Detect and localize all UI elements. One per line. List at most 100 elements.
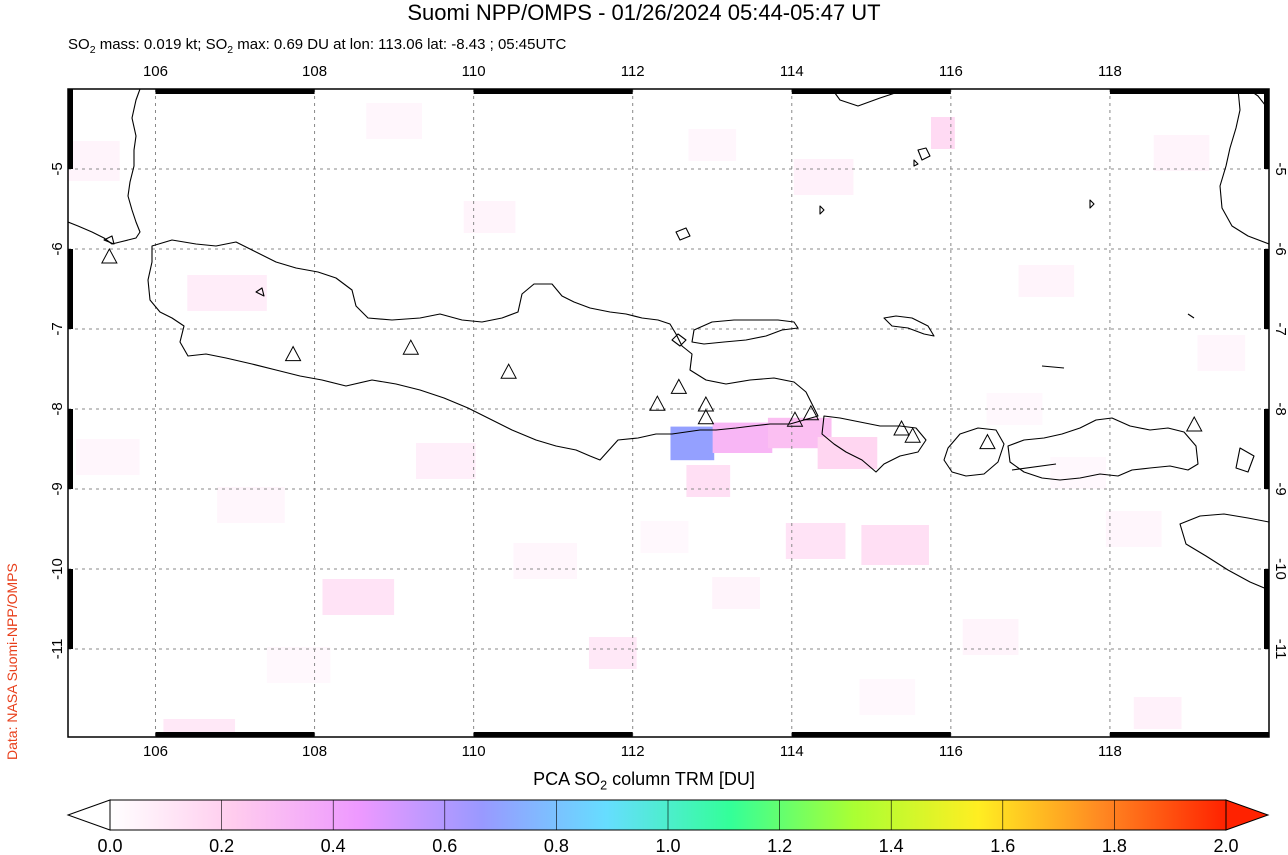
so2-pixel-29 [859, 679, 916, 715]
so2-pixel-23 [1197, 335, 1246, 371]
map-background [68, 89, 1269, 737]
coastline-lombok [943, 427, 1005, 477]
lon-label-top: 112 [621, 63, 645, 80]
axis-labels: 106 106 108 108 110 110 112 112 114 114 116 116 118 1… [49, 63, 1288, 760]
map-border-ticks [68, 89, 1269, 737]
lat-label-left: -10 [49, 558, 66, 580]
coastline-java [147, 239, 819, 461]
border-bar-left [68, 89, 73, 169]
border-bar-top [155, 89, 315, 94]
so2-pixel-12 [415, 443, 476, 479]
so2-pixel-21 [513, 543, 578, 579]
border-bar-right [1264, 89, 1269, 169]
colorbar-tick-label: 1.4 [879, 836, 904, 855]
volcano-icon [893, 419, 910, 436]
border-bar-bottom [473, 732, 633, 737]
lon-label-bottom: 108 [302, 743, 327, 760]
so2-pixel-28 [266, 647, 331, 683]
coastline-bawean [675, 227, 691, 241]
border-bar-right [1264, 249, 1269, 329]
so2-pixel-20 [217, 487, 285, 523]
volcano-icon [670, 378, 688, 394]
coastline-islet-2 [913, 159, 919, 167]
so2-pixel-22 [75, 439, 140, 475]
lat-label-left: -5 [49, 162, 66, 175]
so2-summary-part3: max: 0.69 DU at lon: 113.06 lat: -8.43 ;… [233, 36, 567, 53]
border-bar-right [1264, 569, 1269, 649]
so2-pixel-31 [640, 521, 689, 553]
coastline-islet-1 [917, 147, 931, 161]
volcano-icon [697, 395, 715, 412]
so2-pixel-25 [1050, 457, 1106, 489]
lat-label-left: -11 [49, 639, 66, 660]
volcano-icon [697, 408, 715, 425]
coastline-islet-5 [1041, 365, 1065, 369]
lon-label-bottom: 110 [462, 743, 486, 760]
volcano-icon [979, 433, 996, 450]
volcano-icon [1185, 415, 1203, 432]
coastline-bali [821, 415, 927, 473]
lat-label-right: -7 [1272, 322, 1288, 335]
so2-map: 106 106 108 108 110 110 112 112 114 114 116 116 118 1… [49, 63, 1288, 760]
lat-label-right: -9 [1272, 482, 1288, 495]
lat-label-left: -7 [49, 322, 66, 335]
so2-pixel-9 [187, 275, 267, 311]
volcano-icon [649, 395, 666, 411]
so2-pixel-30 [1133, 697, 1182, 729]
colorbar-tick-label: 2.0 [1213, 836, 1238, 855]
lat-label-left: -6 [49, 242, 66, 255]
lat-label-right: -6 [1272, 242, 1288, 255]
so2-pixel-17 [1153, 135, 1210, 171]
lon-label-bottom: 116 [939, 743, 963, 760]
border-bar-bottom [791, 732, 951, 737]
so2-pixel-26 [366, 103, 422, 139]
border-bar-top [1109, 89, 1269, 94]
so2-pixel-7 [930, 117, 955, 149]
border-bar-top [791, 89, 951, 94]
coastline-islet-10 [1235, 447, 1255, 473]
colorbar-title: PCA SO2 column TRM [DU] [0, 768, 1288, 793]
colorbar-title-part1: PCA SO [533, 769, 601, 789]
coastline-islet-3 [819, 205, 825, 215]
so2-summary: SO2 mass: 0.019 kt; SO2 max: 0.69 DU at … [68, 36, 567, 56]
border-bar-bottom [155, 732, 315, 737]
so2-pixel-15 [1018, 265, 1075, 297]
coastline-islet-8 [103, 235, 115, 245]
graticule [68, 89, 1269, 737]
colorbar-tick-label: 1.2 [767, 836, 792, 855]
so2-pixel-14 [68, 141, 120, 181]
volcano-icon [904, 427, 922, 443]
coastline-sumba [1179, 513, 1269, 591]
volcano-markers [101, 247, 1203, 450]
border-bar-top [473, 89, 633, 94]
coastline-sumbawa [1007, 417, 1199, 481]
colorbar: 0.0 0.2 0.4 0.6 0.8 1.0 1.2 1.4 1.6 1.8 2.0 [66, 799, 1270, 855]
so2-pixel-5 [861, 525, 929, 565]
border-bar-left [68, 569, 73, 649]
colorbar-tick-label: 1.0 [655, 836, 680, 855]
volcano-icon [101, 247, 118, 264]
colorbar-title-sub: 2 [600, 778, 608, 793]
lon-label-top: 114 [780, 63, 804, 80]
so2-pixel-4 [686, 465, 731, 497]
coastline-islet-6 [1011, 463, 1057, 471]
coastline-borneo-east [1219, 89, 1269, 245]
coastline-islet-4 [1089, 199, 1095, 209]
colorbar-title-part2: column TRM [DU] [607, 769, 755, 789]
colorbar-over-arrow [1225, 799, 1270, 831]
so2-pixel-19 [1105, 511, 1162, 547]
so2-pixel-8 [322, 579, 395, 615]
so2-pixel-24 [712, 577, 760, 609]
lat-label-right: -8 [1272, 402, 1288, 415]
colorbar-tick-label: 0.4 [321, 836, 346, 855]
border-bar-right [1264, 409, 1269, 489]
so2-summary-sub2: 2 [227, 44, 234, 56]
volcano-icon [284, 345, 302, 362]
border-bar-left [68, 249, 73, 329]
lon-label-top: 118 [1098, 63, 1122, 80]
lon-label-bottom: 112 [621, 743, 645, 760]
lat-label-right: -5 [1272, 162, 1288, 175]
so2-pixel-18 [962, 619, 1019, 655]
so2-pixel-6 [785, 523, 846, 559]
colorbar-tick-label: 0.8 [544, 836, 569, 855]
